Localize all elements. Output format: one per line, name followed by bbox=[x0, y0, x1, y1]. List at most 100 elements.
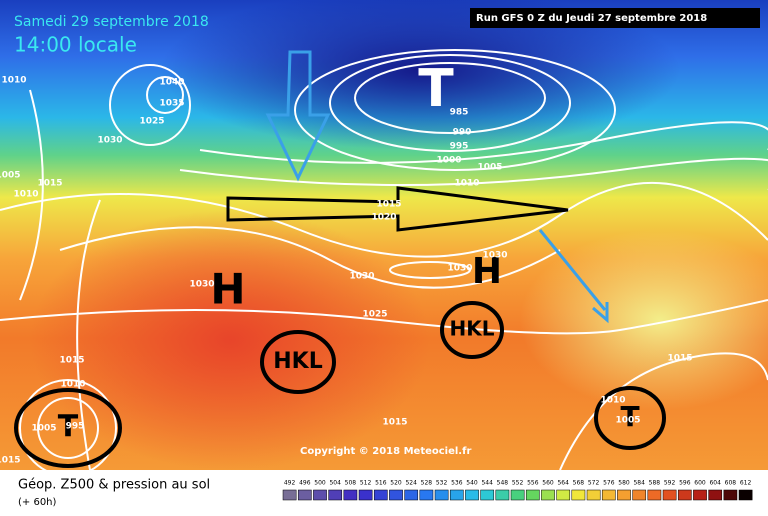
isobar-label: 995 bbox=[66, 422, 85, 432]
scale-swatch bbox=[571, 489, 586, 501]
scale-label: 540 bbox=[466, 480, 478, 487]
scale-label: 560 bbox=[542, 480, 554, 487]
isobar-label: 1035 bbox=[159, 99, 184, 109]
run-box bbox=[470, 8, 760, 28]
scale-swatch bbox=[419, 489, 434, 501]
isobar-label: 1005 bbox=[477, 163, 502, 173]
scale-swatch bbox=[525, 489, 540, 501]
scale-swatch bbox=[723, 489, 738, 501]
scale-label: 512 bbox=[360, 480, 372, 487]
arrow bbox=[226, 186, 569, 232]
pressure-system: T bbox=[620, 400, 639, 433]
scale-label: 552 bbox=[512, 480, 524, 487]
scale-label: 496 bbox=[299, 480, 311, 487]
isobar-label: 1030 bbox=[349, 272, 374, 282]
scale-swatch bbox=[465, 489, 479, 501]
scale-swatch bbox=[693, 489, 707, 501]
isobar-label: 995 bbox=[450, 142, 469, 152]
isobar-label: 1005 bbox=[0, 171, 21, 181]
isobar-label: 1010 bbox=[13, 190, 38, 200]
scale-swatch bbox=[632, 489, 647, 501]
isobar-label: 1010 bbox=[454, 179, 479, 189]
scale-swatch bbox=[738, 489, 753, 501]
scale-label: 532 bbox=[436, 480, 448, 487]
isobar-label: 1010 bbox=[60, 380, 85, 390]
scale-swatch bbox=[601, 489, 616, 501]
scale-label: 564 bbox=[557, 480, 569, 487]
scale-swatch bbox=[556, 489, 571, 501]
isobar-label: 985 bbox=[450, 108, 469, 118]
date: Samedi 29 septembre 2018 bbox=[14, 14, 209, 30]
pressure-system: T bbox=[418, 59, 454, 119]
scale-label: 588 bbox=[649, 480, 661, 487]
isobars bbox=[0, 49, 768, 477]
scale-label: 556 bbox=[527, 480, 539, 487]
scale-swatch bbox=[617, 489, 631, 501]
isobar-label: 1015 bbox=[382, 418, 407, 428]
scale-label: 520 bbox=[390, 480, 402, 487]
scale-swatch bbox=[510, 489, 525, 501]
scale-swatch bbox=[297, 489, 312, 501]
scale-label: 504 bbox=[329, 480, 341, 487]
isobar-label: 1000 bbox=[436, 156, 461, 166]
footer-title: Géop. Z500 & pression au sol bbox=[18, 478, 210, 493]
isobar-label: 1015 bbox=[376, 200, 401, 210]
pressure-system: HKL bbox=[273, 349, 322, 374]
scale-label: 548 bbox=[497, 480, 509, 487]
copyright: Copyright © 2018 Meteociel.fr bbox=[300, 446, 471, 457]
isobar-label: 1010 bbox=[1, 76, 26, 86]
isobar-label: 1015 bbox=[667, 354, 692, 364]
isobar-label: 1025 bbox=[362, 310, 387, 320]
scale-label: 576 bbox=[603, 480, 615, 487]
scale-swatch bbox=[449, 489, 464, 501]
isobar-label: 1030 bbox=[97, 136, 122, 146]
scale-label: 608 bbox=[725, 480, 737, 487]
scale-swatch bbox=[282, 489, 297, 501]
scale-swatch bbox=[434, 489, 449, 501]
scale-label: 500 bbox=[314, 480, 326, 487]
warm-core bbox=[30, 210, 430, 470]
scale-swatch bbox=[541, 489, 555, 501]
scale-swatch bbox=[358, 489, 373, 501]
scale-label: 544 bbox=[481, 480, 493, 487]
arrow bbox=[265, 50, 331, 182]
scale-label: 612 bbox=[740, 480, 752, 487]
isobar-label: 1005 bbox=[31, 424, 56, 434]
scale-label: 596 bbox=[679, 480, 691, 487]
scale-swatch bbox=[480, 489, 495, 501]
scale-label: 524 bbox=[405, 480, 417, 487]
pressure-system: H bbox=[472, 251, 502, 292]
scale-label: 604 bbox=[709, 480, 721, 487]
scale-label: 584 bbox=[633, 480, 645, 487]
scale-swatch bbox=[389, 489, 403, 501]
scale-swatch bbox=[373, 489, 388, 501]
scale-swatch bbox=[313, 489, 327, 501]
low-core bbox=[160, 0, 680, 150]
time: 14:00 locale bbox=[14, 33, 137, 57]
scale-swatch bbox=[647, 489, 662, 501]
scale-swatch bbox=[586, 489, 601, 501]
scale-swatch bbox=[495, 489, 510, 501]
scale-label: 492 bbox=[284, 480, 296, 487]
cool-area bbox=[520, 230, 768, 410]
scale-label: 580 bbox=[618, 480, 630, 487]
scale-swatch bbox=[708, 489, 723, 501]
scale-label: 568 bbox=[573, 480, 585, 487]
isobar-label: 1040 bbox=[159, 78, 184, 88]
scale-swatch bbox=[404, 489, 419, 501]
system-circles bbox=[14, 301, 666, 468]
scale-swatch bbox=[343, 489, 358, 501]
scale-label: 572 bbox=[588, 480, 600, 487]
pressure-system: HKL bbox=[450, 317, 495, 341]
pressure-system: H bbox=[210, 265, 245, 314]
scale-swatch bbox=[677, 489, 692, 501]
isobar-label: 1030 bbox=[482, 251, 507, 261]
run-info: Run GFS 0 Z du Jeudi 27 septembre 2018 bbox=[476, 13, 707, 24]
isobar-label: 1015 bbox=[37, 179, 62, 189]
scale-label: 592 bbox=[664, 480, 676, 487]
scale-swatch bbox=[662, 489, 677, 501]
isobar-label: 1025 bbox=[139, 117, 164, 127]
isobar-label: 1030 bbox=[447, 264, 472, 274]
isobar-label: 1015 bbox=[59, 356, 84, 366]
